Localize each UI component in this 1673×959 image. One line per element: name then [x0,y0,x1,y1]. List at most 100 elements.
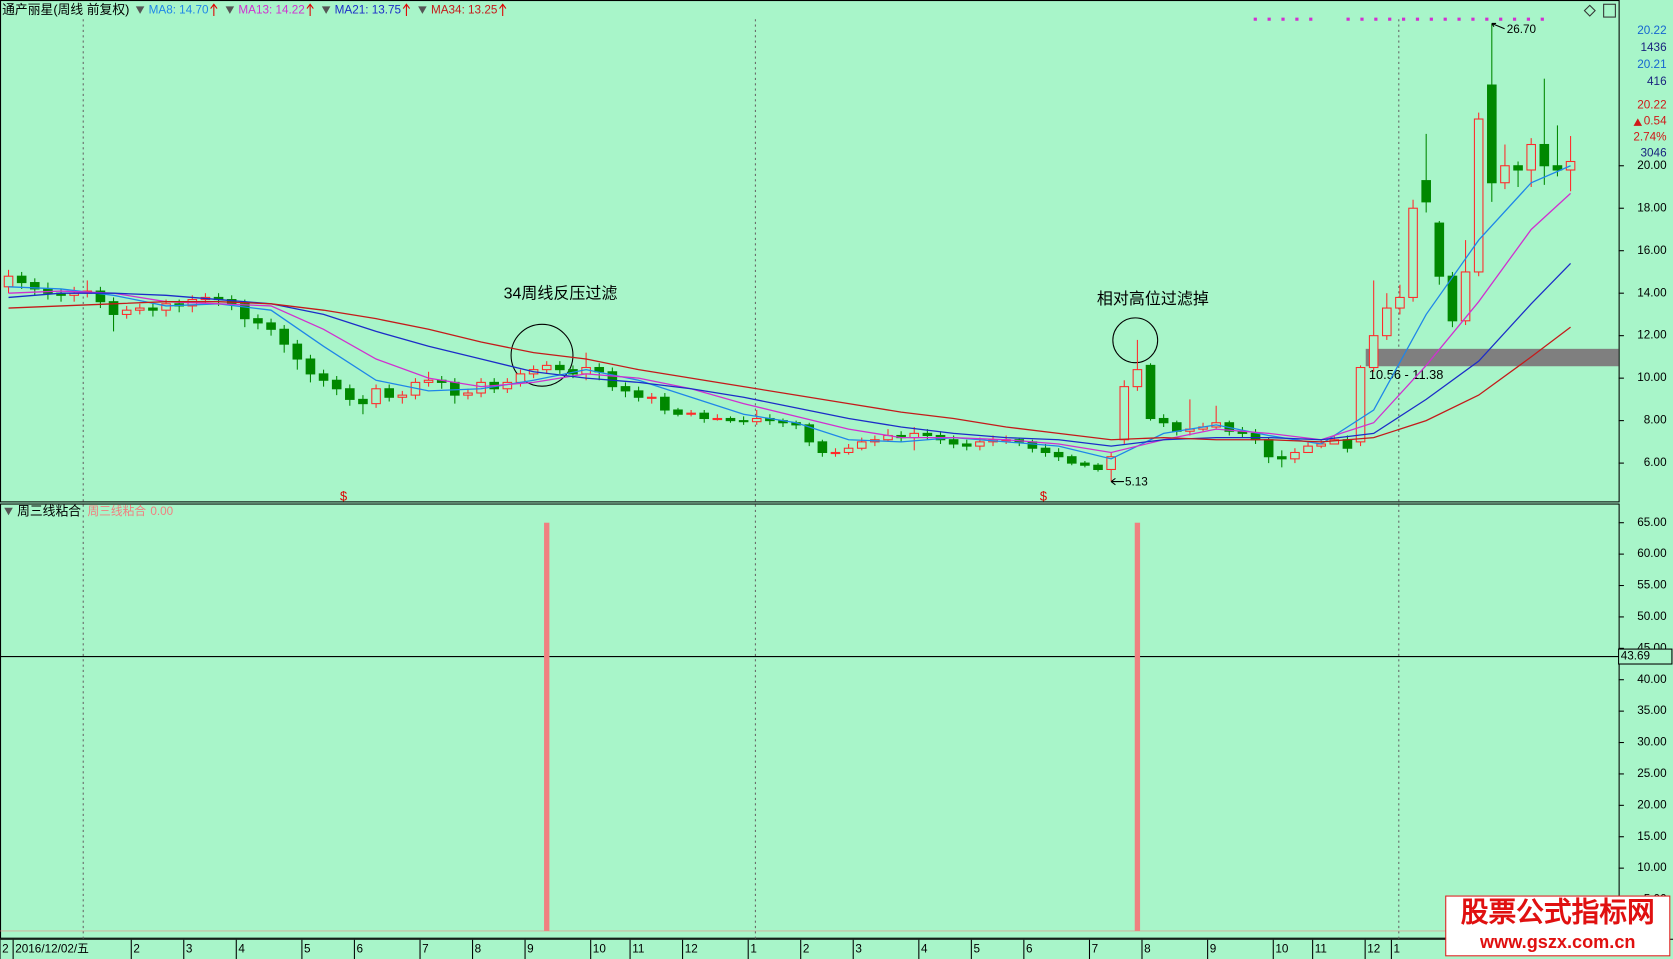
x-tick-label: 7 [422,942,429,955]
x-tick-label: 12 [685,942,698,955]
candle-up [1408,207,1418,298]
candle-down [1158,417,1169,424]
y-tick-label: 12.00 [1637,329,1667,342]
high-pointer [1491,22,1505,30]
candle-down [292,343,303,360]
x-tick-label: 1 [750,942,757,955]
candle-down [253,318,263,324]
info-value: 20.21 [1637,58,1666,71]
legend-arrow [210,3,218,17]
candle-down [633,390,644,398]
candle-down [673,409,683,415]
y-tick-label: 6.00 [1644,456,1667,469]
candle-down [358,398,368,405]
candle-up [1473,118,1484,273]
candle-down [555,364,565,371]
x-tick-label: 1 [1394,942,1401,955]
reference-box [1618,648,1673,665]
candle-up [134,307,145,311]
candle-down [16,275,27,284]
legend-name: MA8: [149,4,176,17]
candle-down [29,282,40,290]
candle-down [1080,462,1090,466]
candle-up [686,412,696,415]
y-tick-label: 16.00 [1637,244,1667,257]
candle-down [1487,84,1497,184]
y-tick-label: 14.00 [1637,286,1667,299]
y-tick-label: 15.00 [1637,830,1667,843]
bar [1134,522,1141,931]
candle-down [961,443,972,447]
legend-arrow [499,3,507,17]
candle-up [397,394,408,398]
candle-down [279,328,289,345]
x-tick-label: 2 [133,942,140,955]
annotation-circle [1112,317,1159,364]
candle-up [515,373,526,383]
candle-up [1303,445,1313,454]
candle-down [1421,180,1431,203]
candle-down [1027,441,1038,449]
low-label: 5.13 [1125,476,1148,489]
y-tick-label: 35.00 [1637,704,1667,717]
candle-down [1342,439,1353,449]
legend-arrow [402,3,411,17]
high-label: 26.70 [1507,23,1537,36]
x-tick-label: 2 [803,942,810,955]
x-tick-label: 12 [1367,942,1380,955]
legend-name: MA13: [238,4,272,17]
y-tick-label: 18.00 [1637,201,1667,214]
candle-up [646,396,657,399]
candle-down [1053,451,1064,458]
candle-down [738,420,749,423]
candle-up [1368,335,1379,369]
legend-value: 13.75 [372,4,402,17]
candle-down [804,424,815,443]
legend-value: 13.25 [468,4,498,17]
annotation: 34周线反压过滤 [504,285,618,303]
legend-icon [418,6,427,14]
candle-down [1145,364,1156,420]
legend-value: 0.00 [150,505,173,518]
x-tick-label: 4 [921,942,928,955]
signal: $ [340,488,347,503]
candle-down [331,379,342,390]
candle-up [1526,143,1536,171]
x-tick-label: 9 [527,942,534,955]
candle-up [1329,439,1340,445]
candle-down [384,388,395,398]
candle-up [1106,456,1116,471]
legend-name: MA34: [431,4,465,17]
candle-up [751,417,762,423]
candle-up [3,275,14,288]
info-value: 2.74% [1633,131,1666,144]
candle-down [1066,456,1077,464]
y-tick-label: 30.00 [1637,736,1667,749]
x-tick-label: 6 [357,942,364,955]
candle-down [450,381,460,396]
candle-down [148,307,158,311]
candle-up [1119,386,1130,441]
candle-down [725,417,736,422]
candle-up [463,392,473,396]
x-tick-label: 3 [855,942,862,955]
y-tick-label: 20.00 [1637,798,1667,811]
candle-down [1513,165,1523,171]
candle-up [712,417,723,421]
legend-name: 周三线粘合 [87,504,146,518]
candle-up [856,441,867,449]
candle-down [1250,432,1261,441]
zone-label: 10.56 - 11.38 [1369,367,1443,382]
candle-down [660,396,670,411]
indicator-pane [0,503,1620,939]
candle-up [1460,271,1471,322]
chart-title: 周三线粘合 [17,503,81,518]
y-tick-label: 10.00 [1637,861,1667,874]
x-tick-label: 5 [304,942,311,955]
icon[interactable] [1583,4,1596,17]
y-tick-label: 40.00 [1637,673,1667,686]
x-tick-label: 11 [1315,942,1327,955]
icon[interactable] [1603,3,1616,18]
candle-up [1500,165,1510,184]
